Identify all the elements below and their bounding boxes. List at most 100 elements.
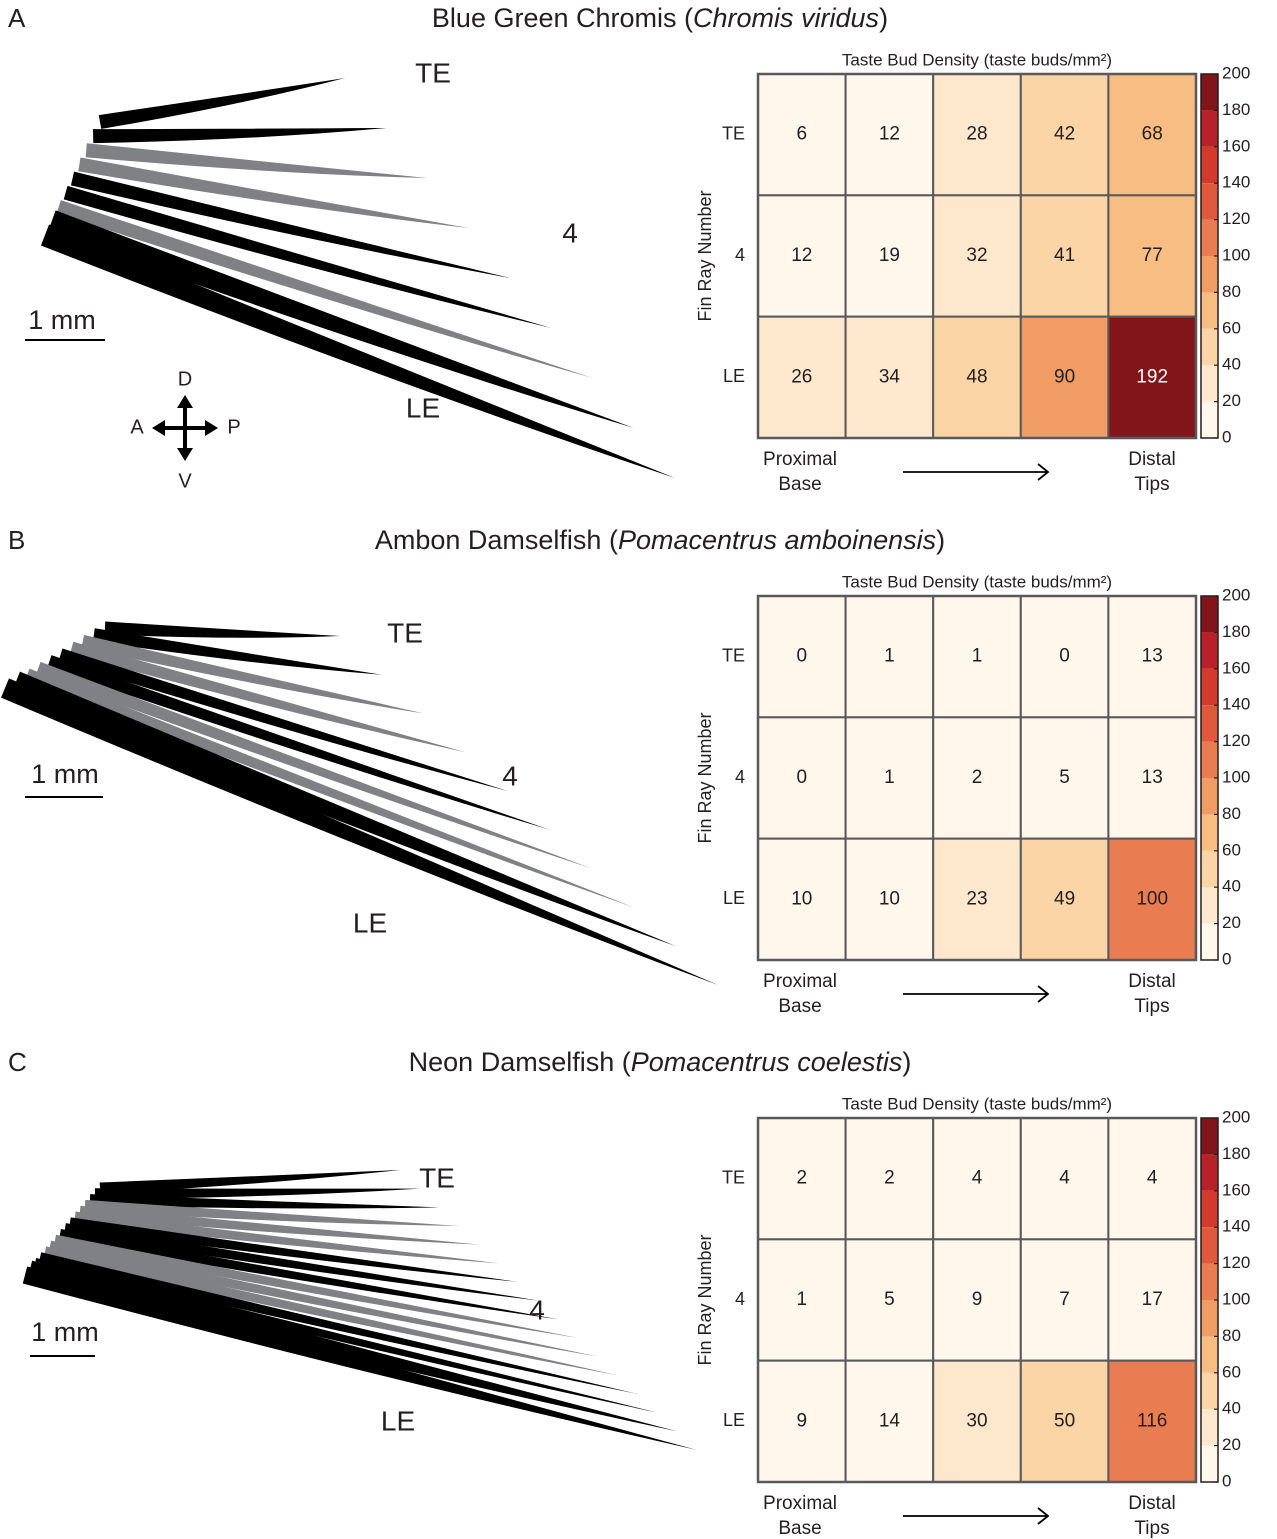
direction-arrow (903, 986, 1048, 1002)
colorbar-tick-label: 0 (1222, 427, 1231, 446)
colorbar-tick-label: 0 (1222, 949, 1231, 968)
scale-label: 1 mm (31, 759, 99, 789)
y-tick-label: TE (722, 123, 745, 143)
colorbar-bin (1201, 220, 1218, 256)
fin-ray (25, 669, 634, 908)
colorbar-tick-label: 140 (1222, 695, 1250, 714)
colorbar-bin (1201, 851, 1218, 887)
cell-label: 9 (797, 1410, 808, 1431)
colorbar-bin (1201, 596, 1218, 632)
x-start-label: Proximal (763, 971, 837, 992)
colorbar-tick-label: 100 (1222, 767, 1250, 786)
fin-label: TE (387, 617, 423, 648)
colorbar-bin (1201, 705, 1218, 741)
cell-label: 9 (972, 1289, 983, 1310)
cell-label: 1 (797, 1289, 808, 1310)
colorbar-tick-label: 160 (1222, 136, 1250, 155)
colorbar-bin (1201, 1300, 1218, 1336)
x-start-label: Base (778, 996, 821, 1017)
cell-label: 13 (1142, 767, 1163, 788)
cell-label: 2 (972, 767, 983, 788)
colorbar-bin (1201, 814, 1218, 850)
y-tick-label: LE (723, 366, 745, 386)
cell-label: 0 (797, 646, 808, 667)
y-tick-label: LE (723, 1410, 745, 1430)
colorbar-bin (1201, 292, 1218, 328)
fin-ray (23, 1266, 697, 1450)
x-start-label: Base (778, 1518, 821, 1539)
colorbar-bin (1201, 402, 1218, 438)
cell-label: 14 (879, 1410, 901, 1431)
colorbar-tick-label: 200 (1222, 585, 1250, 604)
x-start-label: Proximal (763, 449, 837, 470)
panel-letter: A (8, 3, 26, 33)
colorbar-bin (1201, 924, 1218, 960)
cell-label: 13 (1142, 646, 1163, 667)
scale-label: 1 mm (28, 305, 96, 335)
colorbar-bin (1201, 742, 1218, 778)
colorbar-tick-label: 100 (1222, 1289, 1250, 1308)
x-start-label: Proximal (763, 1493, 837, 1514)
colorbar-bin (1201, 329, 1218, 365)
colorbar-bin (1201, 147, 1218, 183)
fin-label: LE (406, 392, 440, 423)
colorbar-tick-label: 120 (1222, 209, 1250, 228)
cell-label: 5 (884, 1289, 895, 1310)
fin-ray (99, 78, 345, 129)
title-part: Neon Damselfish ( (409, 1047, 631, 1077)
compass-label: V (178, 470, 192, 492)
heatmap-title: Taste Bud Density (taste buds/mm²) (842, 50, 1112, 69)
cell-label: 2 (884, 1168, 895, 1189)
colorbar-bin (1201, 365, 1218, 401)
x-end-label: Tips (1134, 996, 1169, 1017)
colorbar-tick-label: 0 (1222, 1471, 1231, 1490)
cell-label: 23 (966, 888, 987, 909)
cell-label: 26 (791, 366, 812, 387)
y-tick-label: 4 (735, 245, 745, 265)
colorbar-bin (1201, 1446, 1218, 1482)
colorbar-tick-label: 100 (1222, 245, 1250, 264)
y-tick-label: TE (722, 645, 745, 665)
colorbar-tick-label: 60 (1222, 1362, 1241, 1381)
colorbar-tick-label: 60 (1222, 840, 1241, 859)
cell-label: 10 (879, 888, 900, 909)
fin-label: LE (353, 907, 387, 938)
colorbar-tick-label: 120 (1222, 731, 1250, 750)
colorbar-bin (1201, 1336, 1218, 1372)
y-tick-label: 4 (735, 1289, 745, 1309)
colorbar-tick-label: 200 (1222, 1107, 1250, 1126)
x-end-label: Distal (1128, 1493, 1176, 1514)
y-tick-label: 4 (735, 767, 745, 787)
colorbar-bin (1201, 1118, 1218, 1154)
cell-label: 0 (1059, 646, 1070, 667)
cell-label: 50 (1054, 1410, 1075, 1431)
fin-label: TE (419, 1162, 455, 1193)
cell-label: 68 (1142, 124, 1163, 145)
colorbar-tick-label: 180 (1222, 100, 1250, 119)
compass-cross (163, 406, 207, 450)
colorbar-bin (1201, 887, 1218, 923)
cell-label: 7 (1059, 1289, 1070, 1310)
title-part: ) (879, 3, 888, 33)
x-end-label: Distal (1128, 971, 1176, 992)
cell-label: 48 (966, 366, 987, 387)
title-part: Ambon Damselfish ( (375, 525, 618, 555)
cell-label: 41 (1054, 245, 1075, 266)
fin-ray (105, 622, 340, 638)
colorbar-tick-label: 200 (1222, 63, 1250, 82)
cell-label: 28 (966, 124, 987, 145)
compass-label: D (178, 368, 192, 390)
fin-label: TE (415, 57, 451, 88)
fin-label: 4 (502, 760, 518, 791)
y-tick-label: TE (722, 1167, 745, 1187)
colorbar-bin (1201, 74, 1218, 110)
cell-label: 116 (1137, 1410, 1167, 1431)
cell-label: 6 (797, 124, 808, 145)
title-part: Blue Green Chromis ( (432, 3, 693, 33)
colorbar-tick-label: 40 (1222, 355, 1241, 374)
fin-ray (41, 225, 675, 478)
title-part: Pomacentrus coelestis (631, 1047, 903, 1077)
colorbar-bin (1201, 256, 1218, 292)
y-tick-label: LE (723, 888, 745, 908)
cell-label: 192 (1136, 366, 1168, 387)
